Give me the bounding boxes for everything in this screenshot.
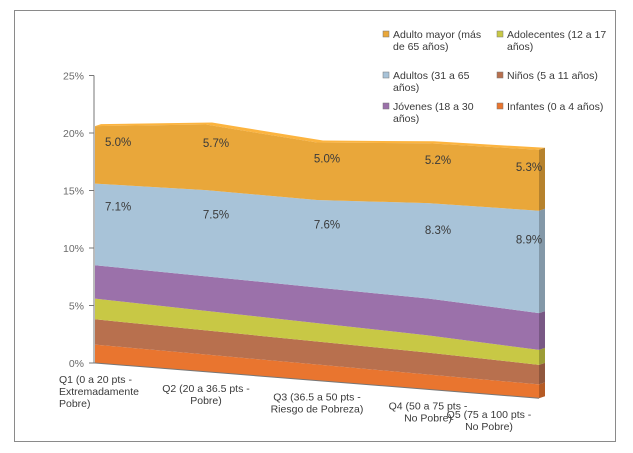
category-label: Q5 (75 a 100 pts - xyxy=(447,409,532,421)
category-label: Q3 (36.5 a 50 pts - xyxy=(273,392,361,404)
legend-swatch xyxy=(496,71,504,79)
data-label: 5.0% xyxy=(105,137,131,149)
area-side-3 xyxy=(539,311,545,350)
category-label: Riesgo de Pobreza) xyxy=(271,404,364,416)
data-label: 5.0% xyxy=(314,154,340,166)
category-label: Pobre) xyxy=(190,395,222,407)
legend-label: años) xyxy=(393,113,419,125)
category-label: Extremadamente xyxy=(59,386,139,398)
data-label: 5.7% xyxy=(203,138,229,150)
legend-label: años) xyxy=(393,82,419,94)
data-label: 8.9% xyxy=(516,234,542,246)
legend-label: Jóvenes (18 a 30 xyxy=(393,101,474,113)
legend-label: Adolecentes (12 a 17 xyxy=(507,29,606,41)
category-label: Q4 (50 a 75 pts - xyxy=(389,400,468,412)
category-axis-line xyxy=(94,362,540,399)
data-label: 7.5% xyxy=(203,209,229,221)
stack-top-surface xyxy=(95,122,545,150)
y-tick-label: 0% xyxy=(69,358,84,370)
data-label: 7.6% xyxy=(314,220,340,232)
area-series-5 xyxy=(95,124,539,211)
data-label: 8.3% xyxy=(425,225,451,237)
y-tick-label: 10% xyxy=(63,243,84,255)
legend-swatch xyxy=(496,102,504,110)
area-series-4 xyxy=(95,183,539,314)
y-tick-label: 5% xyxy=(69,301,84,313)
category-label: Q2 (20 a 36.5 pts - xyxy=(162,383,250,395)
legend-label: Adulto mayor (más xyxy=(393,29,481,41)
area-side-1 xyxy=(539,362,545,385)
area-side-4 xyxy=(539,208,545,314)
category-label: No Pobre) xyxy=(465,421,513,433)
category-label: Q1 (0 a 20 pts - xyxy=(59,374,132,386)
y-tick-label: 25% xyxy=(63,71,84,83)
y-tick-label: 20% xyxy=(63,128,84,140)
data-label: 5.2% xyxy=(425,155,451,167)
data-label: 7.1% xyxy=(105,201,131,213)
category-label: Pobre) xyxy=(59,398,91,410)
area-side-5 xyxy=(539,147,545,211)
legend-swatch xyxy=(382,102,390,110)
legend-label: Niños (5 a 11 años) xyxy=(507,70,598,82)
y-tick-label: 15% xyxy=(63,186,84,198)
legend-label: Adultos (31 a 65 xyxy=(393,70,470,82)
area-series-1 xyxy=(95,319,539,385)
area-side-2 xyxy=(539,347,545,365)
legend-label: años) xyxy=(507,41,533,53)
area-side-0 xyxy=(539,382,545,399)
legend-label: Infantes (0 a 4 años) xyxy=(507,101,603,113)
legend-swatch xyxy=(382,30,390,38)
legend-label: de 65 años) xyxy=(393,41,448,53)
category-label: No Pobre) xyxy=(404,412,452,424)
legend-swatch xyxy=(382,71,390,79)
data-label: 5.3% xyxy=(516,162,542,174)
legend-swatch xyxy=(496,30,504,38)
area-series-0 xyxy=(95,344,539,399)
area-series-2 xyxy=(95,298,539,365)
area-series-3 xyxy=(95,265,539,350)
